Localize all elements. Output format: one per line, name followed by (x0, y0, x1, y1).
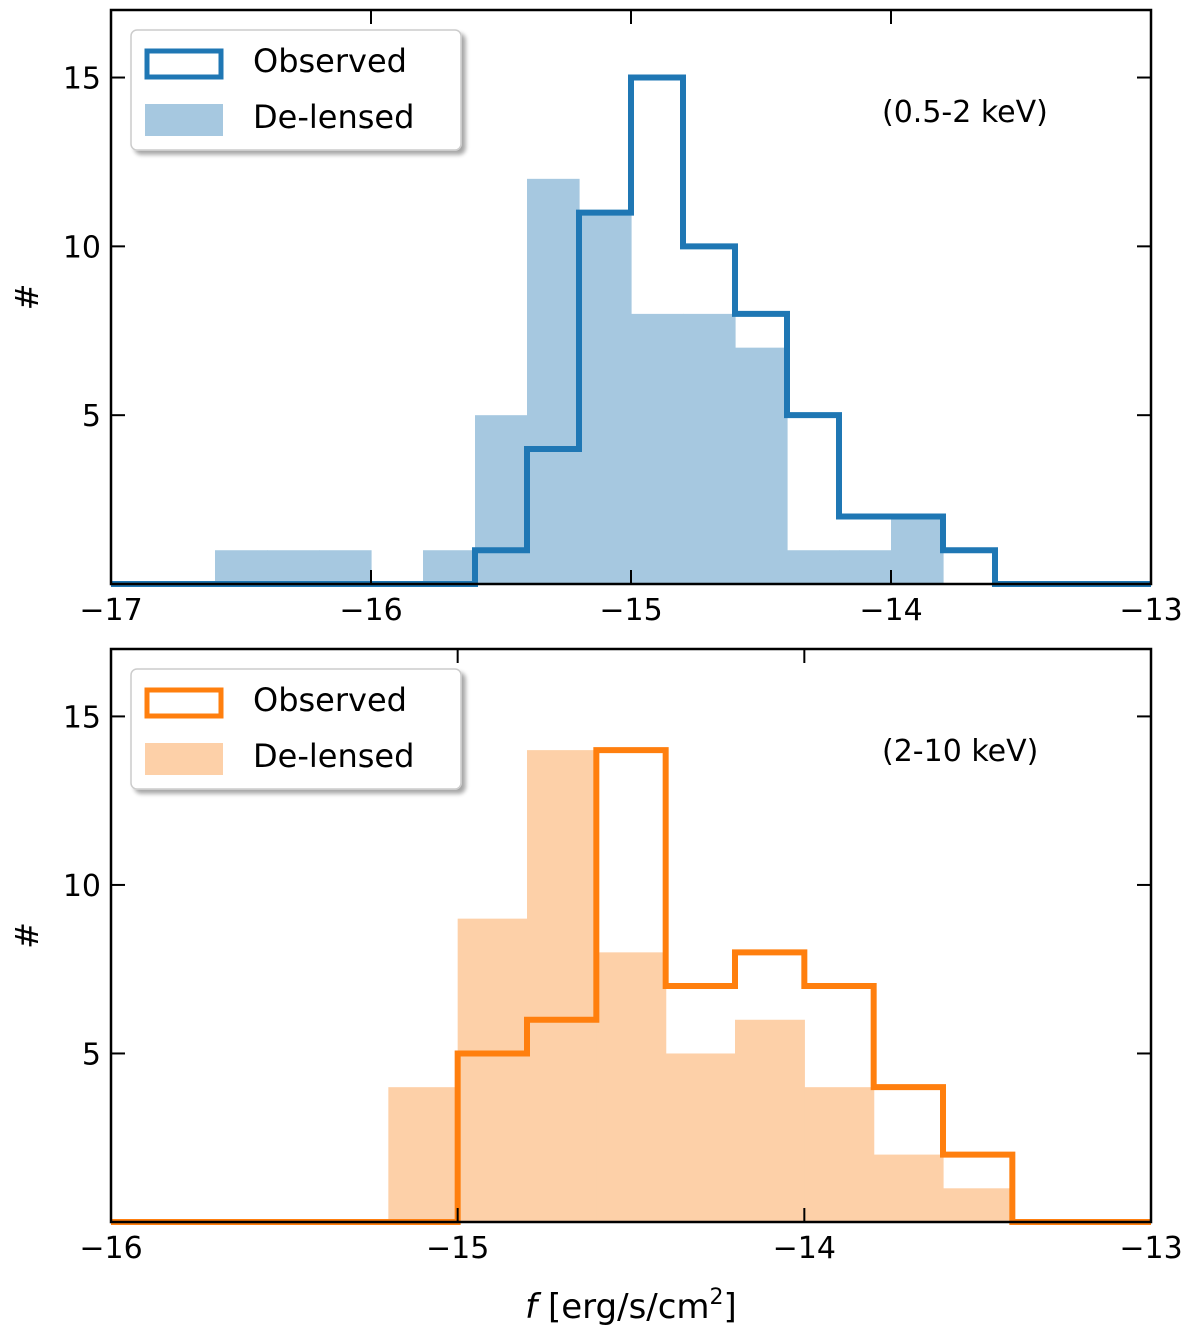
de-lensed-bin (215, 550, 268, 584)
x-tick-label: −16 (339, 593, 402, 628)
y-axis-label: # (8, 922, 46, 949)
x-tick-label: −16 (79, 1231, 142, 1266)
de-lensed-bin (475, 415, 528, 584)
de-lensed-bin (839, 550, 892, 584)
legend-handle-de-lensed (145, 104, 223, 136)
plot-frame (109, 647, 1153, 1224)
de-lensed-bin (388, 1087, 459, 1222)
legend-label-observed: Observed (253, 681, 407, 719)
de-lensed-bin (423, 550, 476, 584)
de-lensed-bin (683, 313, 736, 584)
y-tick-label: 15 (63, 62, 101, 97)
y-tick-label: 5 (82, 399, 101, 434)
de-lensed-bin (665, 1053, 736, 1222)
de-lensed-bin (319, 550, 372, 584)
de-lensed-bin (804, 1087, 875, 1222)
y-axis-label: # (8, 284, 46, 311)
x-axis-label: f [erg/s/cm2] (525, 1285, 737, 1327)
energy-band-annotation: (2-10 keV) (882, 734, 1038, 769)
legend-handle-observed (144, 48, 224, 80)
de-lensed-bin (873, 1154, 944, 1222)
legend-label-observed: Observed (253, 42, 407, 80)
legend-items: Observed De-lensed (144, 681, 414, 775)
panel-soft-band: −17 −16 −15 −14 −13 5 10 15 # (0.5-2 keV) Obser… (8, 8, 1183, 628)
de-lensed-bin (735, 1019, 805, 1222)
de-lensed-bin (735, 347, 788, 584)
y-tick-label: 5 (82, 1037, 101, 1072)
de-lensed-histogram (215, 178, 944, 584)
de-lensed-bin (596, 952, 667, 1222)
de-lensed-bin (579, 212, 632, 584)
de-lensed-bin (787, 550, 840, 584)
de-lensed-bin (527, 750, 597, 1222)
de-lensed-bin (527, 178, 580, 584)
de-lensed-bin (943, 1188, 1013, 1222)
legend-label-de-lensed: De-lensed (253, 98, 414, 136)
panel-hard-band: −16 −15 −14 −13 5 10 15 # (2-10 keV) Observed … (8, 647, 1183, 1266)
x-axis-label-units: [erg/s/cm (537, 1287, 709, 1327)
legend-handle-observed (144, 687, 224, 719)
x-tick-label: −14 (859, 593, 922, 628)
axis-ticks: −16 −15 −14 −13 5 10 15 (63, 649, 1183, 1266)
x-tick-label: −13 (1119, 593, 1182, 628)
x-axis-label-exponent: 2 (710, 1285, 724, 1310)
legend-label-de-lensed: De-lensed (253, 737, 414, 775)
de-lensed-bin (267, 550, 320, 584)
de-lensed-bin (891, 516, 944, 584)
x-tick-label: −17 (79, 593, 142, 628)
de-lensed-histogram (388, 750, 1013, 1222)
plot-frame (109, 8, 1153, 586)
de-lensed-bin (457, 918, 528, 1222)
legend-handle-de-lensed (145, 743, 223, 775)
energy-band-annotation: (0.5-2 keV) (882, 95, 1048, 130)
x-tick-label: −13 (1119, 1231, 1182, 1266)
legend-items: Observed De-lensed (144, 42, 414, 136)
x-tick-label: −15 (599, 593, 662, 628)
de-lensed-bin (631, 313, 684, 584)
x-axis-label-close: ] (724, 1287, 737, 1327)
y-tick-label: 15 (63, 700, 101, 735)
y-tick-label: 10 (63, 230, 101, 265)
axis-ticks: −17 −16 −15 −14 −13 5 10 15 (63, 10, 1183, 628)
y-tick-label: 10 (63, 869, 101, 904)
x-tick-label: −15 (426, 1231, 489, 1266)
x-tick-label: −14 (773, 1231, 836, 1266)
